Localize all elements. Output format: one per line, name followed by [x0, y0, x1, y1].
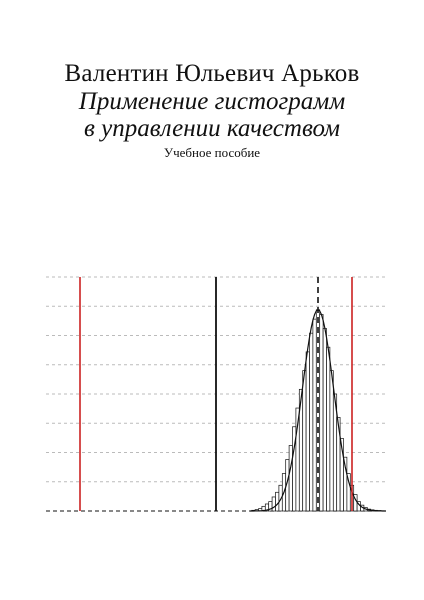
histogram-bar	[322, 328, 327, 512]
histogram-bar	[326, 346, 331, 512]
book-subtitle: Учебное пособие	[163, 145, 261, 160]
histogram-bar	[312, 318, 317, 512]
histogram-bar	[305, 351, 310, 512]
histogram-bar	[288, 445, 293, 512]
histogram-bar	[309, 332, 314, 512]
histogram-bar	[271, 496, 276, 512]
book-title: Применение гистограмм в управлении качес…	[0, 88, 424, 142]
histogram-bar	[275, 491, 280, 512]
histogram-bar	[329, 370, 334, 512]
histogram-bar	[319, 314, 324, 512]
title-line-2: в управлении качеством	[84, 115, 340, 142]
title-line-1: Применение гистограмм	[78, 88, 346, 115]
author-name: Валентин Юльевич Арьков	[64, 60, 360, 87]
histogram-bar	[302, 370, 307, 512]
